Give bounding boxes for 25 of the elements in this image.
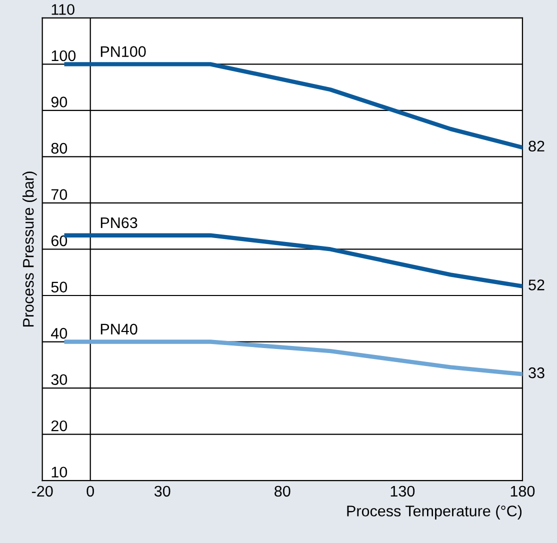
- y-tick-label: 30: [51, 374, 68, 386]
- y-tick-label: 100: [52, 50, 76, 62]
- x-tick-label: 80: [274, 486, 290, 497]
- x-tick-label: 130: [390, 486, 415, 497]
- data-label: 33: [528, 367, 544, 378]
- y-tick-label: 20: [51, 420, 68, 432]
- x-tick-label: -20: [32, 486, 53, 497]
- series-label: PN100: [100, 46, 146, 57]
- y-tick-label: 10: [52, 466, 68, 478]
- y-tick-label: 80: [51, 142, 68, 154]
- data-label: 52: [528, 280, 544, 290]
- series-label: PN63: [100, 217, 138, 228]
- y-tick-label: 90: [51, 96, 68, 108]
- y-axis-title: Process Pressure (bar): [22, 172, 37, 327]
- y-tick-label: 110: [52, 4, 74, 15]
- y-tick-label: 70: [51, 189, 68, 200]
- data-label: 82: [528, 140, 544, 152]
- x-tick-label: 30: [154, 486, 170, 497]
- y-tick-label: 60: [51, 235, 68, 246]
- y-tick-label: 50: [51, 282, 68, 292]
- x-tick-label: 0: [86, 486, 94, 497]
- y-tick-label: 40: [51, 328, 68, 339]
- x-tick-label: 180: [510, 486, 535, 497]
- x-axis-title: Process Temperature (°C): [347, 505, 522, 520]
- series-label: PN40: [100, 324, 138, 335]
